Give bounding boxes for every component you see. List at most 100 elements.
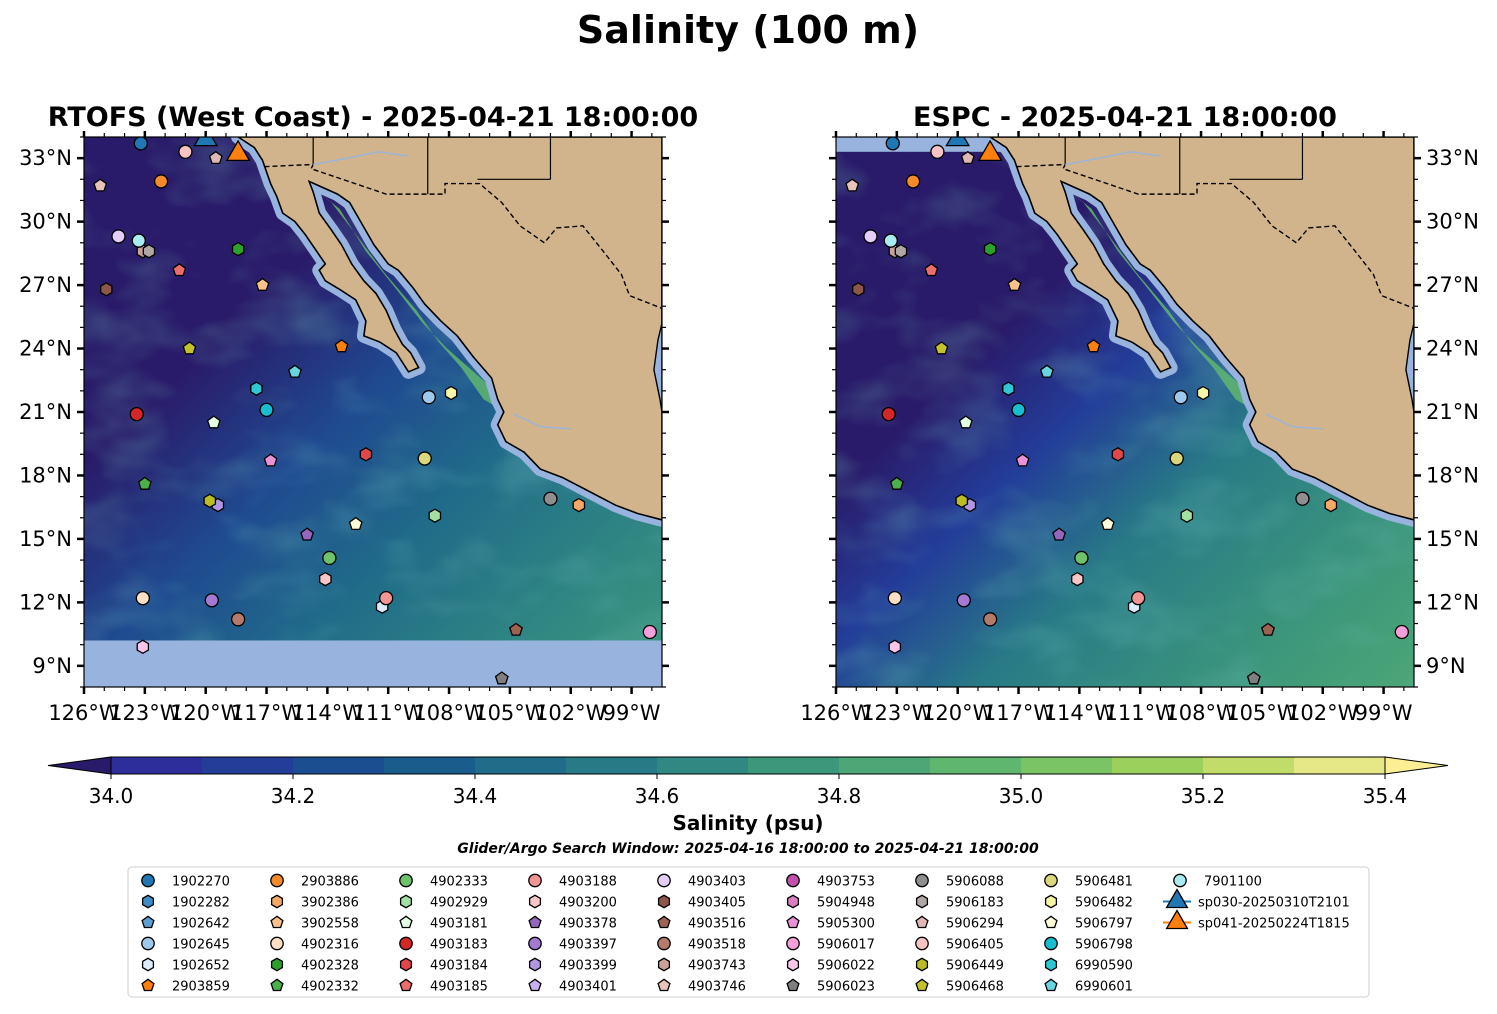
float-marker-4903401 [874, 122, 886, 134]
colorbar-tick-label: 35.4 [1363, 784, 1408, 808]
float-marker-5906183 [894, 243, 908, 259]
float-marker-3902386 [1324, 497, 1338, 513]
colorbar-tick-label: 34.2 [271, 784, 316, 808]
legend-label: 4903378 [559, 917, 617, 932]
float-marker-4902333 [1074, 550, 1089, 566]
float-marker-5905300 [263, 453, 278, 467]
legend-marker [915, 936, 929, 951]
legend-marker [657, 915, 671, 929]
y-tick-label: 9°N [32, 654, 72, 678]
float-marker-4902328 [983, 241, 997, 257]
legend-label: 5906022 [817, 959, 875, 974]
legend-label: 3902386 [301, 896, 359, 911]
float-marker-5906468 [182, 341, 197, 355]
no-data-region [84, 640, 662, 687]
colorbar-tick-label: 35.2 [1181, 784, 1226, 808]
float-marker-4902929 [1180, 508, 1194, 523]
legend-label: 4903200 [559, 896, 617, 911]
legend-marker [786, 957, 800, 972]
float-marker-4903518 [982, 612, 998, 627]
float-marker-5906022 [888, 639, 902, 655]
x-tick-label: 126°W [800, 701, 872, 725]
legend-label: 4903183 [430, 938, 488, 953]
float-marker-sp030-20250310T2101 [193, 137, 219, 147]
float-marker-3902386 [572, 497, 586, 513]
colorbar-extend-min [47, 756, 112, 775]
colorbar-tick-label: 34.8 [817, 784, 862, 808]
float-marker-4903397 [204, 593, 219, 608]
legend-label: 5906023 [817, 980, 875, 995]
legend-marker [786, 915, 800, 929]
float-marker-4903184 [1111, 447, 1125, 462]
colorbar-bin [566, 757, 658, 774]
legend-label: 5906017 [817, 938, 875, 953]
x-tick-label: 114°W [292, 701, 364, 725]
float-marker-3902558 [1007, 277, 1022, 291]
legend-marker [915, 873, 929, 888]
colorbar-bin [930, 757, 1022, 774]
y-tick-label: 33°N [19, 146, 72, 170]
legend-marker [528, 936, 542, 951]
legend-marker [141, 936, 155, 951]
x-tick-label: 120°W [922, 701, 994, 725]
legend-marker [657, 957, 671, 972]
legend-label: 2903859 [172, 980, 230, 995]
float-marker-5906405 [178, 144, 193, 159]
legend-label: 4903399 [559, 959, 617, 974]
float-marker-sp041-20250224T1815 [977, 139, 1003, 162]
float-marker-5906183 [142, 243, 156, 259]
x-tick-label: 102°W [535, 701, 607, 725]
float-marker-6990590 [1002, 381, 1015, 396]
legend-marker [657, 978, 671, 992]
country-border [1016, 163, 1414, 309]
float-marker-2903859 [334, 339, 349, 353]
legend-label: 4903746 [688, 980, 746, 995]
colorbar-outline [110, 756, 1386, 775]
y-tick-label: 33°N [1426, 146, 1479, 170]
legend-label: 4903188 [559, 875, 617, 890]
land-mass [236, 137, 662, 521]
float-marker-4903405 [100, 282, 113, 297]
legend-marker [270, 936, 284, 951]
legend-marker [270, 915, 284, 929]
legend-marker [1044, 873, 1058, 888]
float-marker-4903184 [359, 447, 373, 462]
legend-marker [786, 936, 800, 951]
y-tick-label: 24°N [1426, 337, 1479, 361]
colorbar-bin [1294, 757, 1386, 774]
x-tick-label: 120°W [170, 701, 242, 725]
legend-label: sp030-20250310T2101 [1198, 896, 1350, 911]
float-marker-4903753 [295, 88, 308, 101]
float-marker-5906449 [955, 493, 969, 509]
float-marker-5906022 [136, 639, 150, 655]
x-tick-label: 108°W [413, 701, 485, 725]
float-marker-1902645 [421, 390, 436, 405]
float-marker-4903183 [129, 406, 144, 422]
legend-marker [657, 873, 671, 888]
y-tick-label: 30°N [19, 210, 72, 234]
float-marker-4903188 [1131, 591, 1146, 606]
legend-marker [528, 957, 542, 972]
legend-marker [270, 957, 284, 972]
legend-label: 4902333 [430, 875, 488, 890]
float-marker-4902316 [887, 591, 902, 606]
legend-label: 5906294 [946, 917, 1004, 932]
legend-label: 4903518 [688, 938, 746, 953]
legend-marker [528, 873, 542, 888]
legend-box [127, 866, 1370, 998]
float-marker-4903516 [509, 622, 523, 636]
float-marker-4903753 [1047, 88, 1060, 101]
x-tick-label: 102°W [1287, 701, 1359, 725]
float-marker-4903405 [852, 282, 865, 297]
legend-marker [915, 978, 929, 992]
float-marker-7901100 [131, 233, 146, 248]
float-marker-1902270 [133, 137, 148, 151]
colorbar-bin [202, 757, 294, 774]
float-marker-4902316 [135, 591, 150, 606]
float-marker-5906088 [1295, 491, 1310, 506]
float-marker-4903185 [924, 262, 939, 277]
float-marker-4903378 [1052, 527, 1067, 541]
colorbar-bin [748, 757, 840, 774]
x-tick-label: 99°W [1355, 701, 1413, 725]
legend-marker [528, 915, 542, 929]
